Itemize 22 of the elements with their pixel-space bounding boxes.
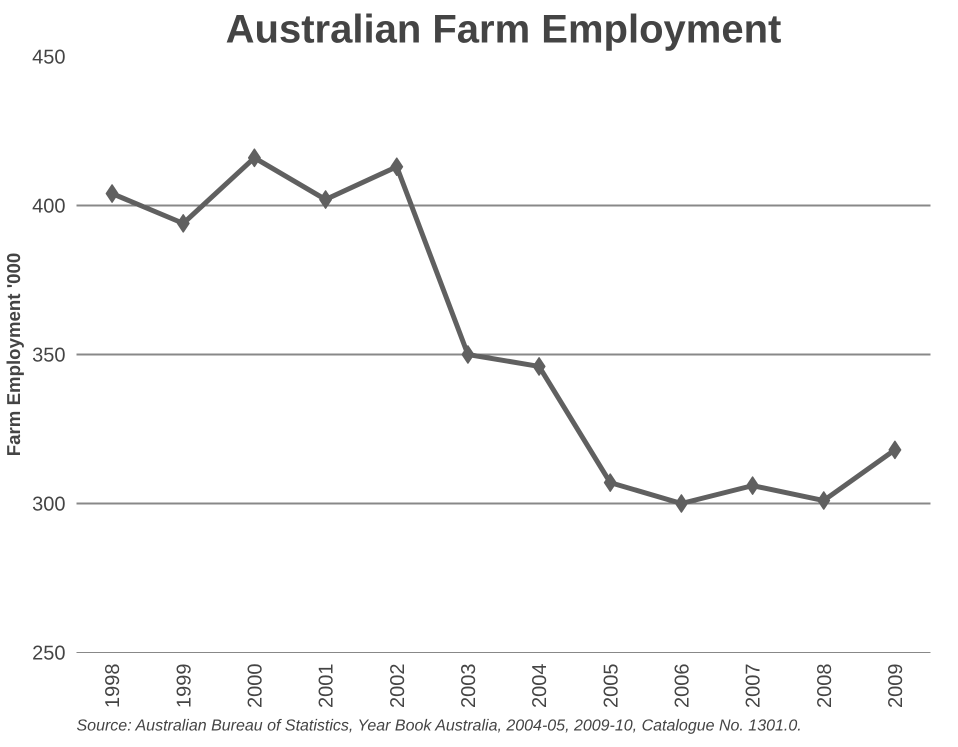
x-tick-label: 2003 [458, 663, 480, 708]
y-tick-label: 300 [32, 494, 66, 516]
point [674, 494, 688, 513]
x-tick-label: 1998 [102, 663, 124, 708]
x-tick-label: 2005 [600, 663, 622, 708]
x-tick-label: 2009 [884, 663, 907, 708]
y-tick-label: 400 [32, 196, 66, 218]
x-tick-label: 2000 [244, 663, 266, 708]
x-tick-label: 1999 [173, 663, 196, 708]
source-note: Source: Australian Bureau of Statistics, Year Book Australia, 2004-05, 2009-10, Catalogue No. 1301.0. [76, 718, 802, 734]
y-tick-label: 250 [32, 642, 66, 664]
y-tick-label: 450 [32, 46, 66, 68]
y-axis-title: Farm Employment '000 [3, 252, 24, 456]
point [461, 345, 474, 364]
x-tick-label: 2001 [316, 663, 338, 708]
chart-title: Australian Farm Employment [226, 8, 782, 52]
y-tick-label: 350 [32, 344, 66, 366]
x-tick-label: 2008 [814, 663, 836, 708]
x-tick-label: 2007 [742, 663, 765, 708]
x-tick-label: 2002 [386, 663, 409, 708]
x-tick-label: 2006 [671, 663, 694, 708]
x-tick-label: 2004 [529, 663, 552, 708]
